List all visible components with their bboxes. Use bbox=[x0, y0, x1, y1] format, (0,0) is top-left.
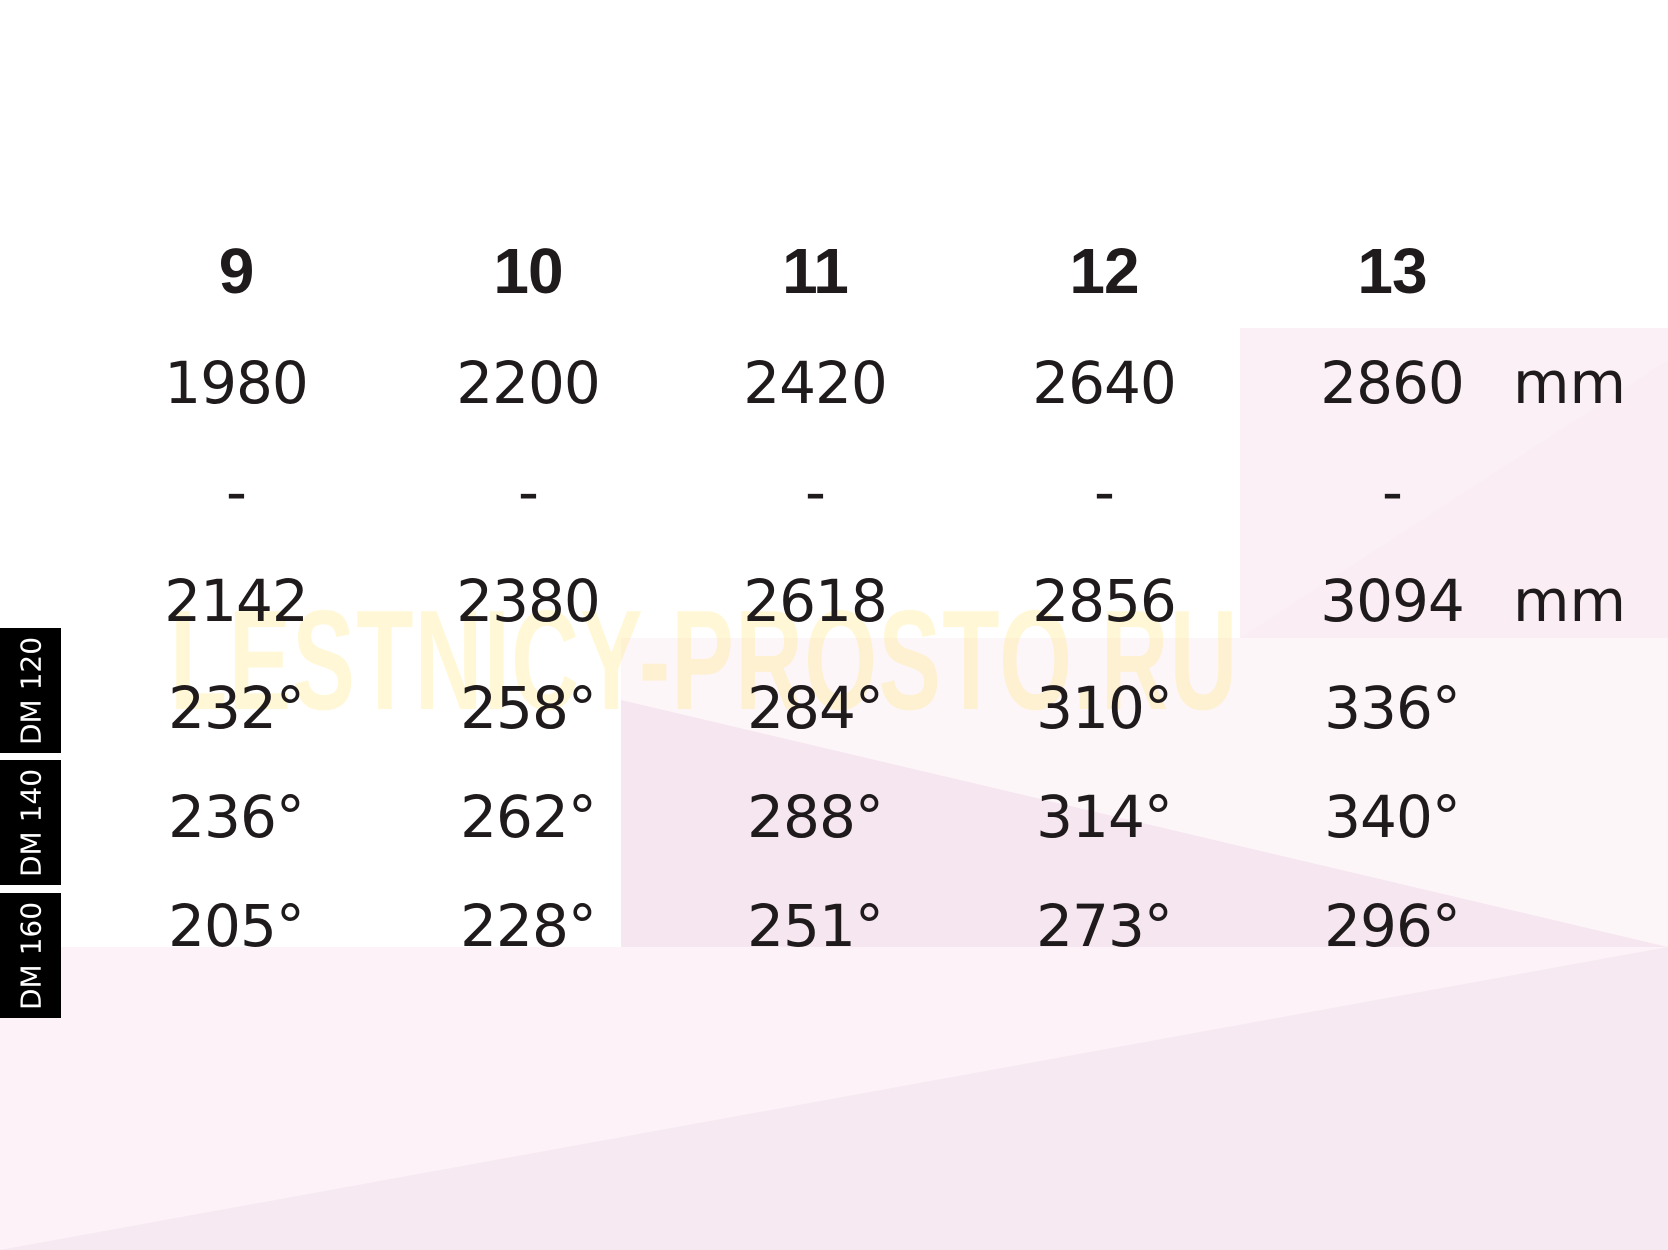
separator: - bbox=[1094, 458, 1115, 526]
angle-dm120: 258° bbox=[460, 674, 597, 742]
separator: - bbox=[226, 458, 247, 526]
angle-dm140: 340° bbox=[1324, 783, 1461, 851]
angle-dm160: 273° bbox=[1036, 892, 1173, 960]
watermark: LESTNICY-PROSTO.RU bbox=[170, 581, 1239, 740]
separator: - bbox=[1382, 458, 1403, 526]
length-min: 2200 bbox=[456, 349, 601, 417]
angle-dm120: 284° bbox=[747, 674, 884, 742]
angle-dm140: 262° bbox=[460, 783, 597, 851]
angle-dm140: 314° bbox=[1036, 783, 1173, 851]
length-max: 2856 bbox=[1032, 567, 1177, 635]
column-header: 12 bbox=[1069, 235, 1139, 307]
length-max: 2618 bbox=[743, 567, 888, 635]
angle-dm140: 236° bbox=[168, 783, 305, 851]
row-label-dm120: DM 120 bbox=[0, 628, 61, 753]
column-header: 13 bbox=[1357, 235, 1427, 307]
angle-dm160: 205° bbox=[168, 892, 305, 960]
angle-dm140: 288° bbox=[747, 783, 884, 851]
row-label-dm140: DM 140 bbox=[0, 760, 61, 885]
length-max: 3094 bbox=[1320, 567, 1465, 635]
column-header: 11 bbox=[782, 235, 849, 307]
length-min: 2860 bbox=[1320, 349, 1465, 417]
angle-dm160: 228° bbox=[460, 892, 597, 960]
separator: - bbox=[518, 458, 539, 526]
length-min: 1980 bbox=[164, 349, 309, 417]
length-max: 2380 bbox=[456, 567, 601, 635]
angle-dm120: 310° bbox=[1036, 674, 1173, 742]
length-min: 2640 bbox=[1032, 349, 1177, 417]
length-max: 2142 bbox=[164, 567, 309, 635]
angle-dm120: 232° bbox=[168, 674, 305, 742]
unit-max: mm bbox=[1513, 567, 1626, 635]
angle-dm160: 251° bbox=[747, 892, 884, 960]
length-min: 2420 bbox=[743, 349, 888, 417]
unit-min: mm bbox=[1513, 349, 1626, 417]
row-label-dm160: DM 160 bbox=[0, 893, 61, 1018]
column-header: 10 bbox=[493, 235, 563, 307]
separator: - bbox=[805, 458, 826, 526]
column-header: 9 bbox=[218, 235, 255, 307]
angle-dm120: 336° bbox=[1324, 674, 1461, 742]
angle-dm160: 296° bbox=[1324, 892, 1461, 960]
